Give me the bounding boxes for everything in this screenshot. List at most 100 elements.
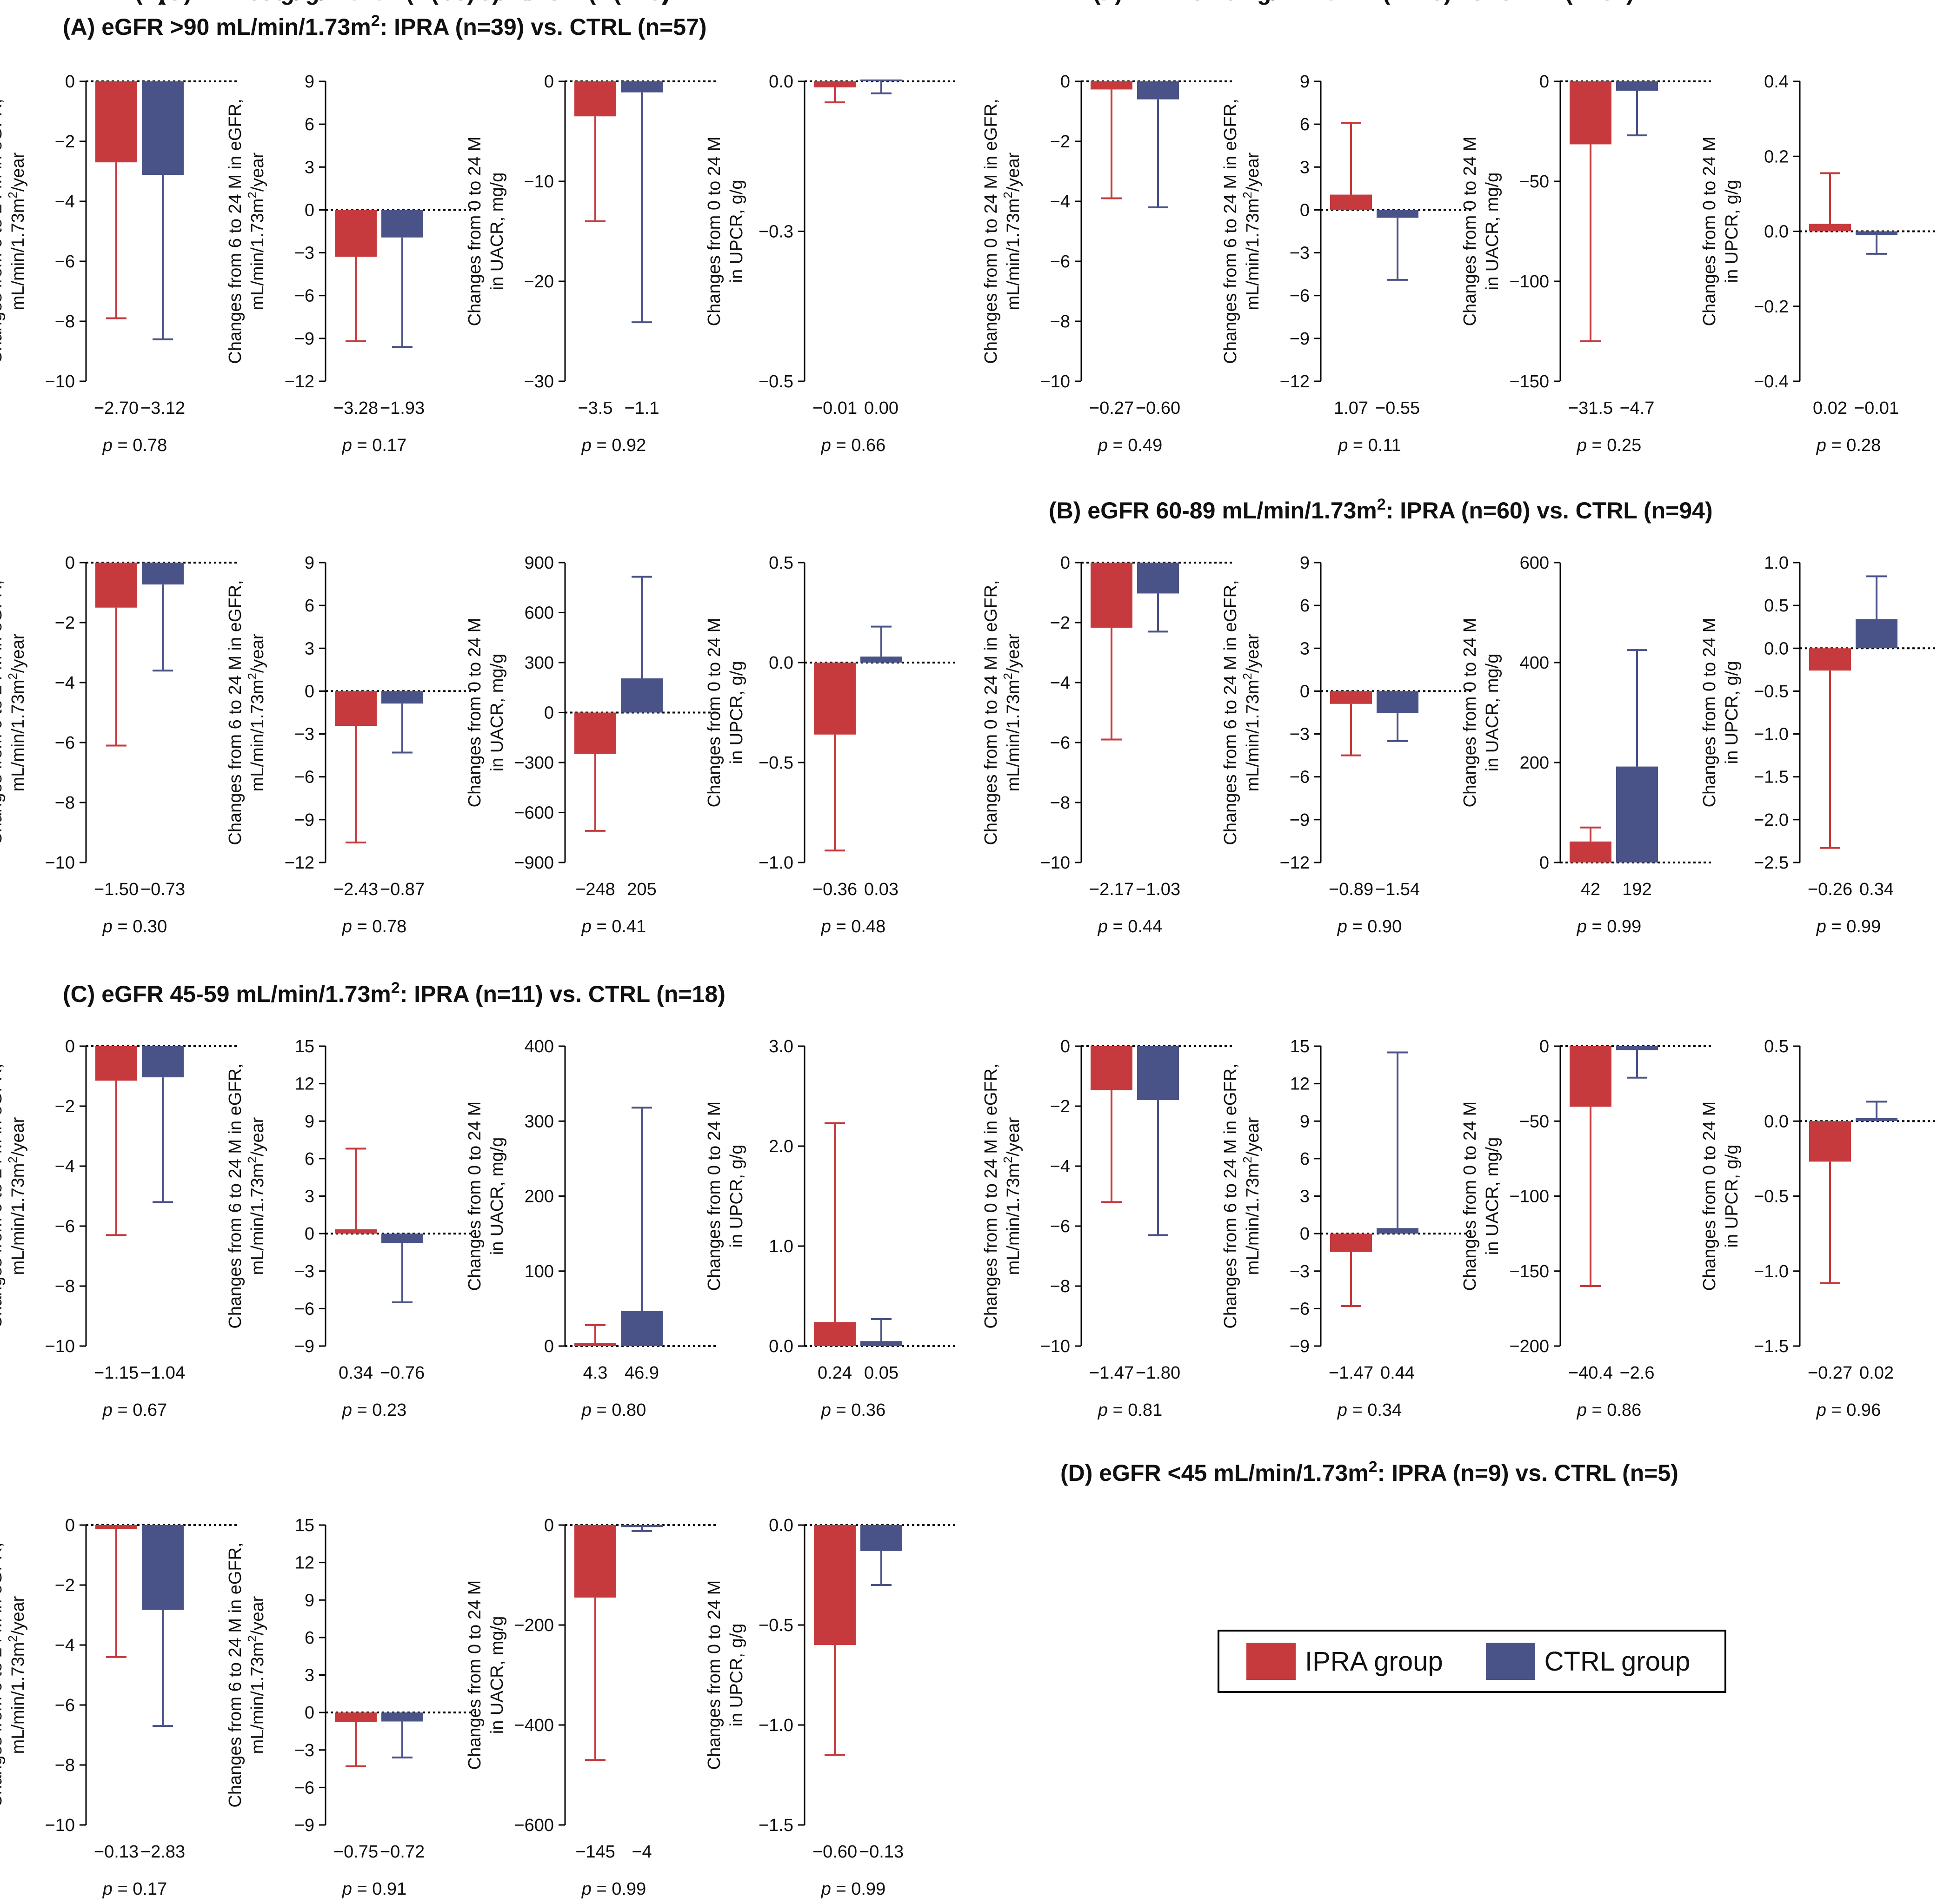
bar-ipra [814, 1525, 856, 1645]
y-label-line-1: Changes from 6 to 24 M in eGFR, [226, 1063, 245, 1328]
y-tick-label: 0 [1539, 1037, 1549, 1056]
value-label-ipra: −2.17 [1089, 880, 1134, 899]
subplot-1: 0 −2 −4 −6 −8 −10 −0.13 −2.83 p = 0.17 Changes fr… [0, 1516, 240, 1899]
y-tick-label: −50 [1519, 172, 1549, 192]
y-label-line-2: in UPCR, g/g [1722, 180, 1742, 283]
value-label-ipra: 1.07 [1334, 398, 1368, 418]
value-label-ctrl: −2.6 [1619, 1363, 1654, 1383]
bar-ctrl [1856, 619, 1897, 649]
bar-ctrl [1616, 81, 1658, 91]
y-label-line-2: mL/min/1.73m2/year [1001, 1117, 1023, 1275]
bar-ipra [1809, 1121, 1851, 1162]
y-tick-label: −2 [55, 1576, 75, 1595]
y-tick-label: −100 [1509, 272, 1549, 292]
y-label-line-1: Changes from 6 to 24 M in eGFR, [226, 99, 245, 364]
y-tick-label: −8 [55, 793, 75, 813]
y-label-line-1: Changes from 0 to 24 M in eGFR, [0, 1063, 6, 1328]
y-label-line-2: in UACR, mg/g [487, 1616, 507, 1734]
y-tick-label: 3 [305, 1187, 314, 1207]
bar-ipra [1330, 194, 1372, 210]
y-tick-label: −6 [55, 733, 75, 753]
y-tick-label: 0.0 [1764, 222, 1789, 242]
y-tick-label: 6 [1300, 115, 1310, 134]
value-label-ipra: −248 [575, 880, 615, 899]
p-value: p = 0.11 [1338, 436, 1401, 455]
p-value: p = 0.80 [581, 1400, 646, 1420]
bar-ipra [95, 1046, 137, 1081]
y-tick-label: 3 [305, 639, 314, 658]
y-tick-label: 3 [305, 158, 314, 177]
p-value: p = 0.44 [1098, 917, 1162, 936]
subplot-2: 15 12 9 6 3 0 −3 −6 −9 0.34 −0.76 p = 0.23 Changes f… [226, 1037, 479, 1420]
y-axis-label: Changes from 0 to 24 M in eGFR,mL/min/1.… [981, 580, 1023, 845]
y-tick-label: 3 [1300, 158, 1310, 177]
bar-ipra [814, 81, 856, 87]
subplot-2: 9 6 3 0 −3 −6 −9 −12 −0.89 −1.54 p = 0.90 Changes f… [1221, 553, 1474, 936]
y-tick-label: 3 [1300, 639, 1310, 658]
legend-item-ipra: IPRA group [1246, 1643, 1443, 1680]
y-tick-label: 0.0 [769, 653, 793, 673]
p-value: p = 0.96 [1816, 1400, 1881, 1420]
value-label-ctrl: −3.12 [140, 398, 185, 418]
y-tick-label: 0 [544, 703, 554, 723]
value-label-ctrl: 0.03 [864, 880, 899, 899]
y-label-line-2: mL/min/1.73m2/year [1001, 152, 1023, 310]
y-tick-label: −10 [1040, 372, 1070, 391]
y-tick-label: −0.5 [1754, 682, 1789, 701]
subplot-4: 3.0 2.0 1.0 0.0 0.24 0.05 p = 0.36 Changes from… [705, 1037, 958, 1420]
subplot-1: 0 −2 −4 −6 −8 −10 −1.47 −1.80 p = 0.81 Changes fr… [981, 1037, 1235, 1420]
value-label-ipra: −2.43 [333, 880, 378, 899]
y-label-line-2: in UACR, mg/g [487, 654, 507, 771]
y-tick-label: −600 [514, 803, 554, 823]
value-label-ipra: 4.3 [583, 1363, 608, 1383]
bar-ipra [335, 1712, 377, 1722]
value-label-ctrl: −0.73 [140, 880, 185, 899]
y-label-line-2: mL/min/1.73m2/year [245, 633, 267, 791]
y-tick-label: −9 [1290, 329, 1310, 349]
value-label-ipra: −0.27 [1808, 1363, 1852, 1383]
value-label-ctrl: −0.01 [1854, 398, 1899, 418]
y-axis-label: Changes from 6 to 24 M in eGFR, mL/min/1.… [226, 1063, 267, 1328]
y-tick-label: 200 [1520, 753, 1549, 773]
y-tick-label: −10 [45, 372, 75, 391]
y-tick-label: 100 [525, 1262, 554, 1281]
y-label-line-2: mL/min/1.73m2/year [6, 633, 28, 791]
value-label-ctrl: −0.87 [380, 880, 425, 899]
subplot-4: 0.4 0.2 0.0 −0.2 −0.4 0.02 −0.01 p = 0.28 Change… [1700, 72, 1937, 455]
bar-ctrl [1377, 1228, 1418, 1234]
y-tick-label: −200 [1509, 1337, 1549, 1356]
value-label-ctrl: −1.80 [1136, 1363, 1180, 1383]
subplot-3: 0 −10 −20 −30 −3.5 −1.1 p = 0.92 Changes from 0… [465, 72, 719, 455]
y-label-line-2: in UPCR, g/g [727, 1624, 746, 1727]
bar-ctrl [621, 1311, 663, 1346]
y-label-line-1: Changes from 0 to 24 M [705, 137, 724, 326]
value-label-ctrl: −2.83 [140, 1842, 185, 1862]
y-label-line-2: in UPCR, g/g [727, 180, 746, 283]
y-axis-label: Changes from 6 to 24 M in eGFR, mL/min/1.… [226, 580, 267, 845]
panel-title: (F) BMI 25-29 kg/m2: IPRA (n=45) vs. CTR… [1093, 0, 1634, 5]
value-label-ctrl: −1.54 [1375, 880, 1420, 899]
y-tick-label: −400 [514, 1716, 554, 1735]
y-tick-label: −100 [1509, 1187, 1549, 1207]
value-label-ctrl: −4 [632, 1842, 652, 1862]
bar-ctrl [621, 81, 663, 93]
y-tick-label: −10 [45, 853, 75, 873]
bar-ctrl [621, 678, 663, 713]
y-tick-label: 300 [525, 1112, 554, 1131]
panel-c: (C) eGFR 45-59 mL/min/1.73m2: IPRA (n=11… [0, 553, 958, 1007]
y-tick-label: −8 [55, 1277, 75, 1296]
subplot-2: 15 12 9 6 3 0 −3 −6 −9 −0.75 −0.72 p = 0.91 Changes … [226, 1516, 479, 1899]
y-tick-label: −1.0 [1754, 1262, 1789, 1281]
y-tick-label: −0.2 [1754, 297, 1789, 317]
value-label-ctrl: −0.60 [1136, 398, 1180, 418]
y-tick-label: −0.5 [759, 372, 793, 391]
bar-ipra [1809, 224, 1851, 232]
y-tick-label: 0.4 [1764, 72, 1789, 92]
y-label-line-1: Changes from 0 to 24 M in eGFR, [0, 1542, 6, 1807]
value-label-ipra: −3.5 [578, 398, 612, 418]
value-label-ipra: −0.60 [812, 1842, 857, 1862]
